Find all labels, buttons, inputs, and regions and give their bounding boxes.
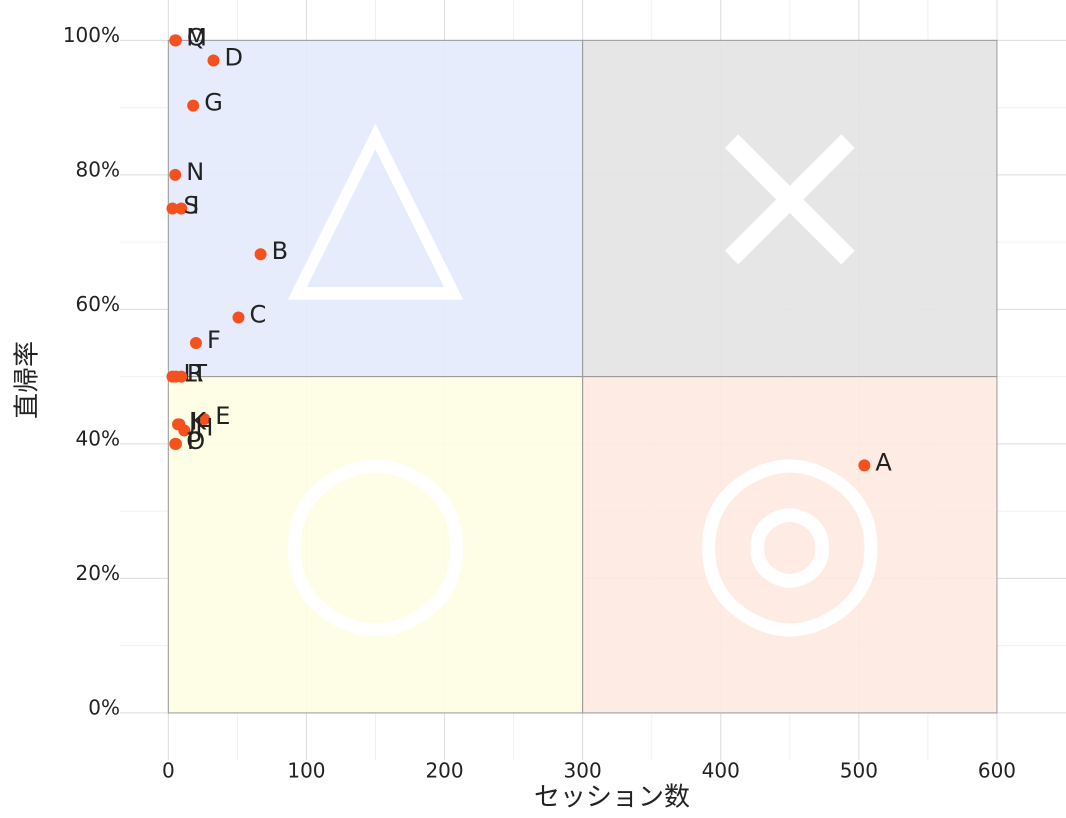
- y-tick-label: 60%: [76, 292, 120, 316]
- quadrant-symbol: ×: [693, 59, 886, 326]
- point: [175, 370, 188, 383]
- point: [169, 437, 182, 450]
- point-label: G: [204, 89, 223, 117]
- point-label: Q: [187, 23, 206, 51]
- point-label: R: [187, 360, 204, 388]
- y-tick-label: 0%: [88, 695, 120, 719]
- point: [166, 202, 179, 215]
- point-label: F: [207, 326, 221, 354]
- x-tick-label: 200: [425, 759, 463, 783]
- point-label: H: [195, 413, 213, 441]
- point-label: P: [187, 427, 201, 455]
- y-tick-label: 100%: [63, 23, 120, 47]
- point-label: J: [187, 407, 196, 435]
- point-label: K: [190, 407, 207, 435]
- point: [189, 337, 202, 350]
- point-label: T: [191, 360, 207, 388]
- point: [207, 54, 220, 67]
- point-label: E: [215, 402, 230, 430]
- quadrant: [167, 376, 584, 714]
- point: [858, 459, 871, 472]
- y-axis-label: 直帰率: [13, 341, 43, 419]
- point-label: O: [186, 427, 205, 455]
- point-label: A: [875, 448, 892, 476]
- point: [169, 34, 182, 47]
- x-tick-label: 600: [978, 759, 1016, 783]
- point: [198, 413, 211, 426]
- quadrant: [582, 39, 998, 378]
- y-tick-label: 20%: [76, 561, 120, 585]
- point-label: S: [183, 191, 198, 219]
- x-tick-label: 500: [840, 759, 878, 783]
- point-label: I: [192, 191, 199, 219]
- quadrant: [582, 376, 998, 714]
- y-tick-label: 40%: [76, 426, 120, 450]
- point: [254, 248, 267, 261]
- point-label: M: [186, 23, 207, 51]
- point-label: L: [183, 360, 197, 388]
- x-tick-label: 0: [162, 759, 175, 783]
- point-label: B: [272, 237, 288, 265]
- x-tick-label: 300: [564, 759, 602, 783]
- quadrant-symbol: ◎: [689, 396, 890, 663]
- y-tick-label: 80%: [76, 157, 120, 181]
- point: [169, 168, 182, 181]
- point-label: C: [249, 300, 266, 328]
- point: [232, 311, 245, 324]
- point: [187, 99, 200, 112]
- point-label: N: [186, 158, 204, 186]
- quadrant-symbol: △: [287, 59, 464, 326]
- point: [175, 202, 188, 215]
- x-tick-label: 400: [702, 759, 740, 783]
- quadrant-symbol: ○: [275, 396, 476, 663]
- x-tick-label: 100: [287, 759, 325, 783]
- point-label: D: [224, 44, 242, 72]
- point: [173, 418, 186, 431]
- x-axis-label: セッション数: [534, 783, 690, 813]
